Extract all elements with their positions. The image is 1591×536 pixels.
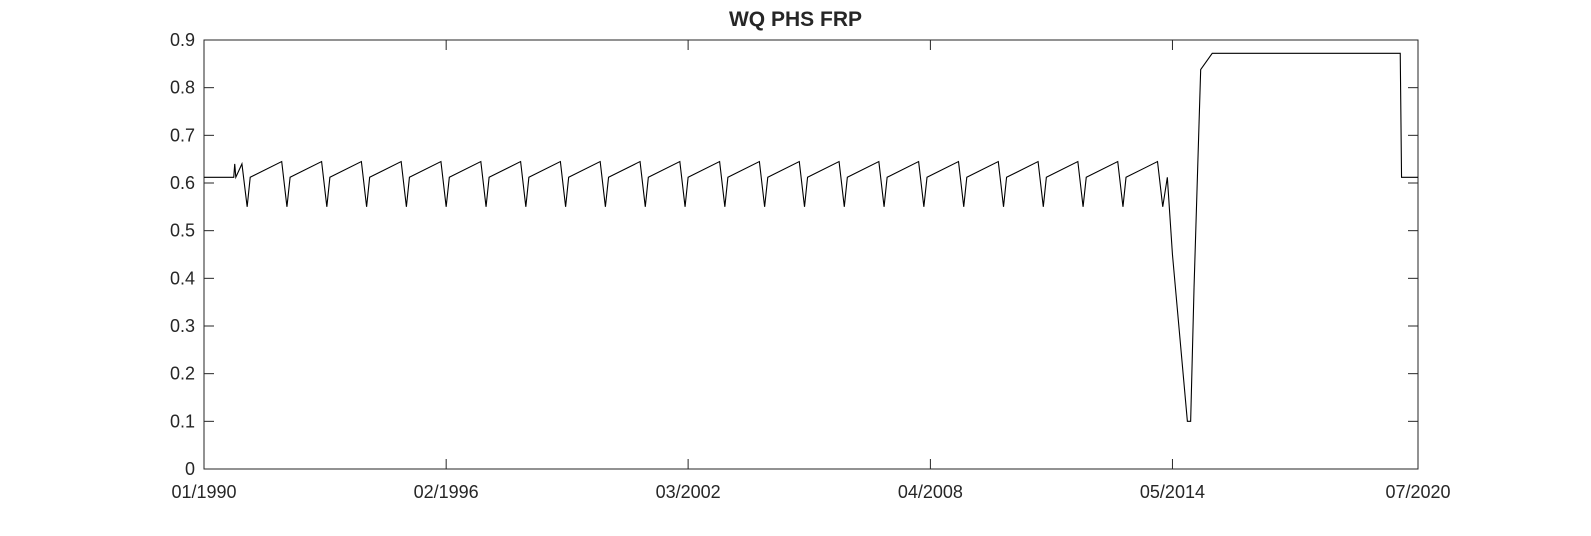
chart-title: WQ PHS FRP <box>728 8 862 31</box>
axis-ticks <box>203 39 1419 470</box>
y-tick-label: 0.3 <box>170 316 195 336</box>
x-tick-label: 02/1996 <box>414 482 479 502</box>
x-tick-label: 07/2020 <box>1385 482 1450 502</box>
series-line <box>204 52 1418 422</box>
y-tick-label: 0.1 <box>170 411 195 431</box>
y-tick-label: 0.9 <box>170 30 195 50</box>
x-tick-labels: 01/1990 02/1996 03/2002 04/2008 05/2014 07/20… <box>171 482 1450 502</box>
axes-frame <box>203 39 1419 470</box>
x-tick-label: 05/2014 <box>1140 482 1205 502</box>
y-tick-label: 0.7 <box>170 125 195 145</box>
axes-box <box>203 39 1419 470</box>
x-tick-label: 04/2008 <box>898 482 963 502</box>
x-tick-label: 03/2002 <box>656 482 721 502</box>
x-tick-label: 01/1990 <box>171 482 236 502</box>
y-tick-label: 0.5 <box>170 221 195 241</box>
y-tick-label: 0 <box>185 459 195 479</box>
y-tick-label: 0.6 <box>170 173 195 193</box>
series-lines <box>204 52 1418 422</box>
y-tick-label: 0.2 <box>170 364 195 384</box>
y-tick-labels: 0 0.1 0.2 0.3 0.4 0.5 0.6 0.7 0.8 0.9 <box>170 30 195 479</box>
y-tick-label: 0.8 <box>170 78 195 98</box>
y-tick-label: 0.4 <box>170 268 195 288</box>
